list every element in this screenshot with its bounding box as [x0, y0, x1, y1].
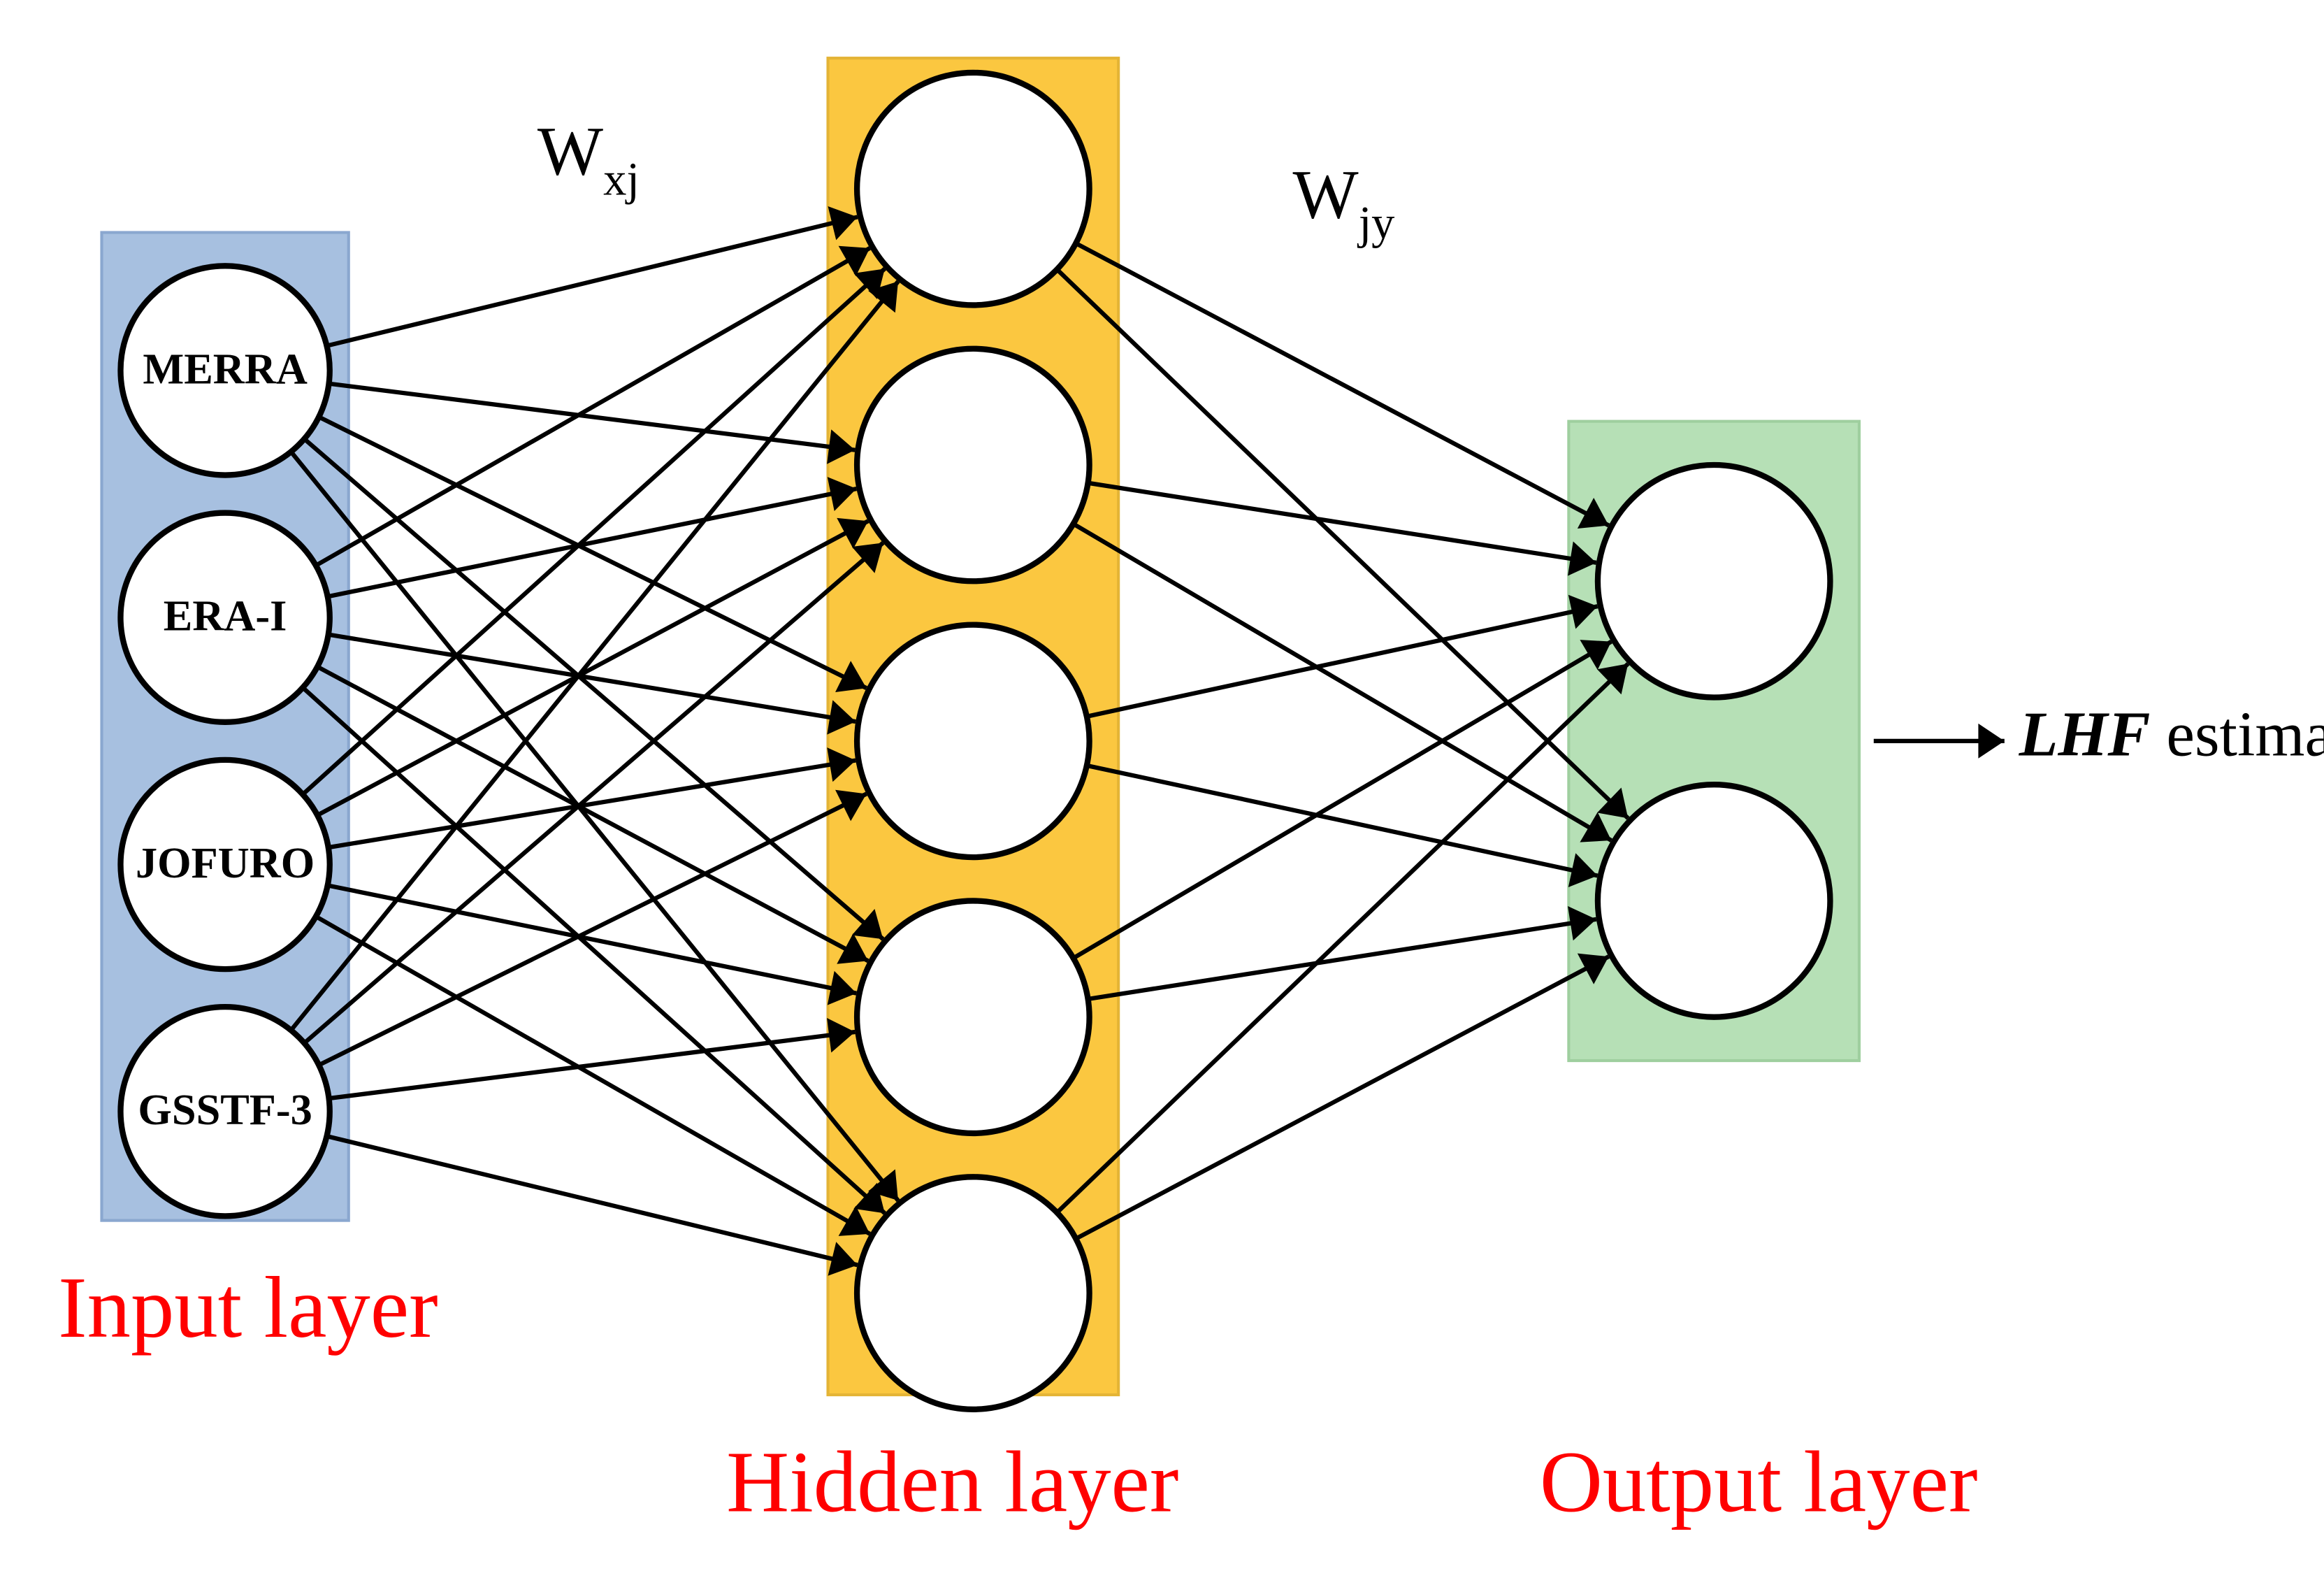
input-node-label: ERA-I — [164, 592, 287, 640]
output-layer-label: Output layer — [1540, 1433, 1978, 1530]
input-node-label: MERRA — [143, 345, 307, 393]
hidden-node — [857, 73, 1090, 306]
hidden-node — [857, 625, 1090, 858]
input-node-label: GSSTF-3 — [138, 1086, 312, 1134]
output-node — [1598, 784, 1831, 1017]
hidden-node — [857, 901, 1090, 1133]
hidden-node — [857, 349, 1090, 582]
output-node — [1598, 465, 1831, 698]
output-estimation-label: LHF estimation — [2019, 699, 2324, 770]
neural-network-diagram: MERRAERA-IJOFUROGSSTF-3WxjWjyLHF estimat… — [0, 0, 2324, 1569]
input-node-label: JOFURO — [136, 839, 315, 887]
hidden-node — [857, 1177, 1090, 1409]
hidden-layer-label: Hidden layer — [726, 1433, 1178, 1530]
input-layer-label: Input layer — [58, 1259, 438, 1356]
